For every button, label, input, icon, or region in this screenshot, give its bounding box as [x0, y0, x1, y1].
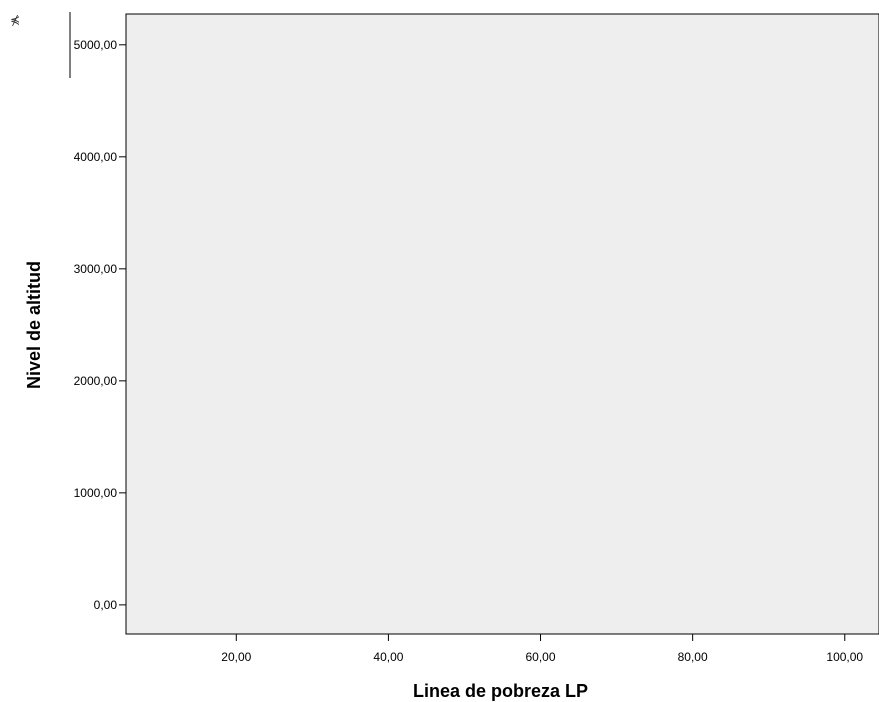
y-tick-label: 0,00	[94, 598, 118, 612]
y-tick-label: 1000,00	[74, 486, 118, 500]
y-tick-label: 5000,00	[74, 38, 118, 52]
x-tick-label: 60,00	[526, 650, 556, 664]
y-tick-label: 3000,00	[74, 262, 118, 276]
y-axis: 0,00 1000,00 2000,00 3000,00 4000,00 5000,00	[74, 38, 126, 612]
x-tick-label: 100,00	[826, 650, 863, 664]
y-tick-label: 4000,00	[74, 150, 118, 164]
x-tick-label: 40,00	[373, 650, 403, 664]
x-tick-label: 80,00	[678, 650, 708, 664]
x-tick-label: 20,00	[221, 650, 251, 664]
plot-area	[125, 13, 879, 635]
y-axis-title: Nivel de altitud	[24, 261, 44, 389]
x-axis-title: Linea de pobreza LP	[413, 681, 588, 701]
legend-marker-icon: ⋠	[10, 13, 20, 27]
y-tick-label: 2000,00	[74, 374, 118, 388]
x-axis: 20,00 40,00 60,00 80,00 100,00	[221, 634, 863, 664]
